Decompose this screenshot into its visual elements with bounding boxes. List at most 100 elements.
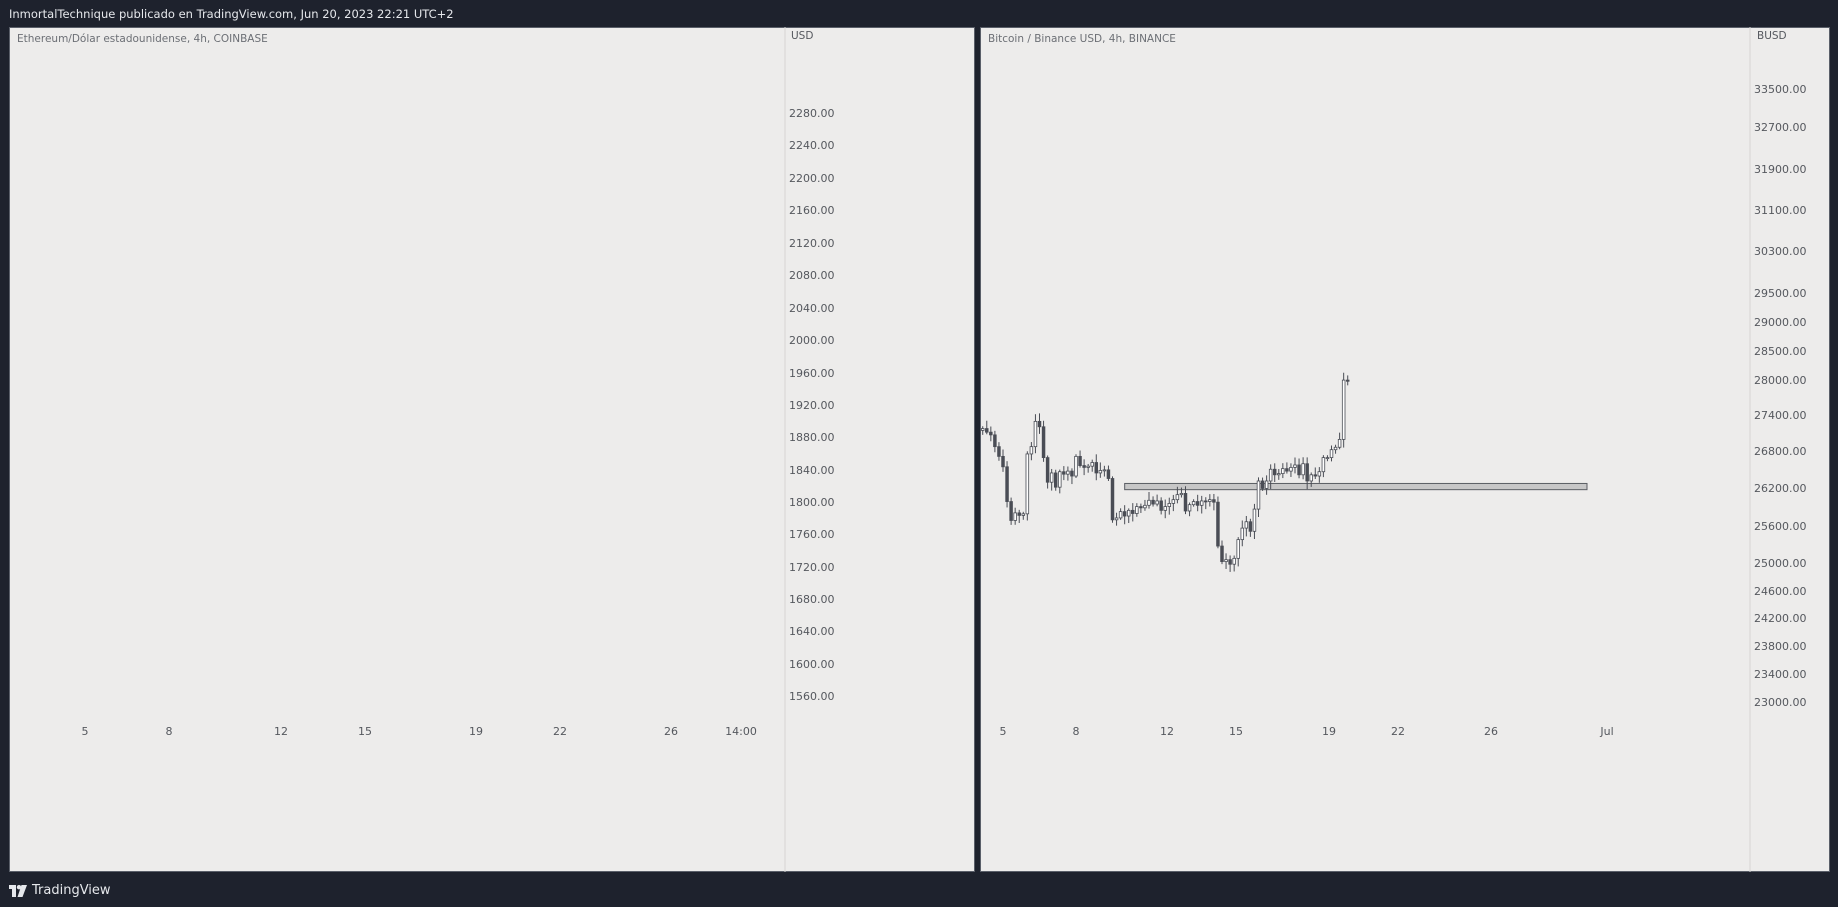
btc-candle <box>1005 461 1009 508</box>
btc-candle-body <box>1272 468 1277 476</box>
btc-candle-body <box>1329 449 1334 459</box>
btc-candle-body <box>1208 499 1212 502</box>
btc-candle-body <box>1078 455 1082 466</box>
eth-y-tick-label: 1720.00 <box>789 561 835 574</box>
eth-y-tick-label: 1800.00 <box>789 496 835 509</box>
btc-unit-label: BUSD <box>1757 30 1787 42</box>
btc-candle <box>1090 459 1094 472</box>
btc-candle <box>1001 449 1005 472</box>
eth-y-tick-label: 1680.00 <box>789 593 835 606</box>
btc-chart-panel[interactable]: BUSD 33500.00 32700.00 31900.00 31100.00 3030… <box>980 27 1830 872</box>
btc-candle <box>1240 520 1245 547</box>
btc-candle-body <box>997 446 1001 457</box>
btc-candle-body <box>1045 457 1050 483</box>
btc-candle-body <box>1143 504 1147 509</box>
btc-candle <box>997 442 1001 461</box>
btc-candle-body <box>1155 500 1159 505</box>
btc-y-tick-label: 28000.00 <box>1754 374 1807 387</box>
btc-y-tick-label: 31100.00 <box>1754 204 1807 217</box>
btc-candle <box>1313 467 1318 479</box>
eth-x-tick-label: 19 <box>469 725 483 738</box>
btc-y-tick-label: 24200.00 <box>1754 612 1807 625</box>
btc-candle <box>1037 413 1042 434</box>
btc-candle <box>980 426 985 435</box>
btc-x-tick-label: 19 <box>1322 725 1336 738</box>
btc-resistance-zone <box>1124 482 1588 491</box>
btc-candle <box>1118 508 1123 520</box>
btc-y-tick-label: 23400.00 <box>1754 668 1807 681</box>
eth-y-tick-label: 1600.00 <box>789 658 835 671</box>
eth-y-tick-label: 1640.00 <box>789 625 835 638</box>
btc-candle <box>1135 503 1139 517</box>
btc-y-tick-label: 25600.00 <box>1754 520 1807 533</box>
btc-candle <box>1102 465 1107 477</box>
btc-y-tick-label: 23800.00 <box>1754 640 1807 653</box>
btc-candle-body <box>1337 438 1342 448</box>
btc-candle-body <box>1232 557 1236 565</box>
eth-x-tick-label: 26 <box>664 725 678 738</box>
btc-y-tick-label: 25000.00 <box>1754 557 1807 570</box>
btc-candle <box>1009 497 1013 525</box>
eth-chart-svg[interactable]: USD 2280.00 2240.00 2200.00 2160.00 2120.00 20… <box>9 27 975 872</box>
publish-info-text: InmortalTechnique publicado en TradingVi… <box>9 7 454 21</box>
btc-candle <box>1106 465 1111 481</box>
btc-candle <box>1013 507 1017 525</box>
btc-candle-body <box>1228 559 1232 565</box>
eth-y-tick-label: 2040.00 <box>789 302 835 315</box>
btc-candle <box>1143 499 1147 511</box>
btc-x-tick-label: 22 <box>1391 725 1405 738</box>
tradingview-brand[interactable]: TradingView <box>9 883 111 898</box>
btc-candle <box>1122 505 1127 525</box>
btc-candle <box>1317 467 1322 483</box>
btc-chart-svg[interactable]: BUSD 33500.00 32700.00 31900.00 31100.00 3030… <box>980 27 1830 872</box>
btc-x-tick-label: 8 <box>1073 725 1080 738</box>
btc-candle <box>1163 499 1167 519</box>
btc-candle <box>1070 468 1074 485</box>
btc-y-tick-label: 28500.00 <box>1754 345 1807 358</box>
btc-candle-body <box>1118 511 1123 519</box>
btc-candle-body <box>1167 503 1172 507</box>
btc-candle <box>1260 477 1265 491</box>
btc-candle-body <box>1151 499 1155 505</box>
btc-candle-body <box>1135 506 1139 514</box>
btc-candle-body <box>1301 463 1305 476</box>
btc-candle-body <box>1009 501 1013 521</box>
btc-candle-body <box>1029 446 1034 455</box>
btc-candle-body <box>1317 471 1322 477</box>
btc-candle-body <box>1313 474 1318 477</box>
btc-candle-body <box>1025 453 1030 515</box>
btc-candle-body <box>1033 420 1038 448</box>
btc-y-tick-label: 29000.00 <box>1754 316 1807 329</box>
btc-candle <box>1212 493 1216 511</box>
btc-candle <box>1114 512 1119 526</box>
eth-x-tick-label: 5 <box>82 725 89 738</box>
footer-bar: TradingView <box>0 874 1838 907</box>
btc-candle-body <box>1244 521 1249 529</box>
eth-y-tick-label: 1760.00 <box>789 528 835 541</box>
btc-candle <box>1041 420 1046 462</box>
eth-chart-panel[interactable]: USD 2280.00 2240.00 2200.00 2160.00 2120.00 20… <box>9 27 975 872</box>
btc-candle-body <box>1183 493 1188 512</box>
btc-candle <box>1147 492 1151 509</box>
btc-candle-body <box>1074 455 1078 477</box>
btc-candle-body <box>1094 462 1099 474</box>
btc-candle <box>1305 457 1309 490</box>
btc-candle-body <box>1309 474 1313 482</box>
btc-candle-body <box>1053 472 1058 488</box>
btc-candle <box>1062 466 1066 481</box>
btc-y-tick-label: 32700.00 <box>1754 121 1807 134</box>
btc-candle <box>1199 495 1204 514</box>
btc-y-tick-label: 26200.00 <box>1754 482 1807 495</box>
btc-candle <box>1053 469 1058 491</box>
btc-candle-body <box>1106 469 1111 479</box>
btc-candle-body <box>1001 455 1005 468</box>
btc-candle <box>1228 555 1232 572</box>
btc-candle-body <box>1252 508 1257 532</box>
eth-y-tick-label: 2000.00 <box>789 334 835 347</box>
btc-candle-body <box>1070 470 1074 477</box>
eth-y-tick-label: 2160.00 <box>789 204 835 217</box>
btc-candle <box>1293 457 1297 474</box>
btc-candle-body <box>1005 466 1009 502</box>
btc-candle <box>1264 475 1269 495</box>
btc-candle-body <box>1090 462 1094 467</box>
